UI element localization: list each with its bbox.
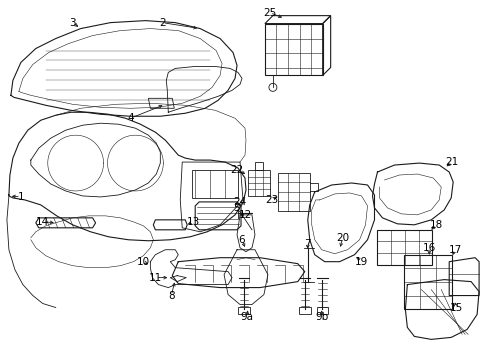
Text: 17: 17 bbox=[447, 245, 461, 255]
Text: 22: 22 bbox=[230, 165, 243, 175]
Text: 4: 4 bbox=[127, 113, 134, 123]
Text: 1: 1 bbox=[18, 192, 24, 202]
Text: 13: 13 bbox=[186, 217, 200, 227]
Text: 16: 16 bbox=[422, 243, 435, 253]
Text: 14: 14 bbox=[36, 217, 49, 227]
Text: 8: 8 bbox=[167, 291, 174, 301]
Text: 23: 23 bbox=[264, 195, 278, 205]
Text: 9a: 9a bbox=[240, 312, 253, 323]
Text: 19: 19 bbox=[354, 257, 367, 267]
Text: 21: 21 bbox=[445, 157, 458, 167]
Text: 24: 24 bbox=[233, 197, 246, 207]
Text: 6: 6 bbox=[238, 235, 245, 245]
Text: 11: 11 bbox=[148, 273, 162, 283]
Text: 9b: 9b bbox=[314, 312, 327, 323]
Text: 15: 15 bbox=[448, 302, 462, 312]
Text: 20: 20 bbox=[335, 233, 348, 243]
Text: 7: 7 bbox=[304, 239, 310, 249]
Text: 10: 10 bbox=[137, 257, 150, 267]
Text: 3: 3 bbox=[69, 18, 76, 28]
Text: 2: 2 bbox=[159, 18, 165, 28]
Text: 12: 12 bbox=[238, 210, 251, 220]
Text: 18: 18 bbox=[429, 220, 442, 230]
Text: 25: 25 bbox=[263, 8, 276, 18]
Text: 5: 5 bbox=[232, 203, 239, 213]
